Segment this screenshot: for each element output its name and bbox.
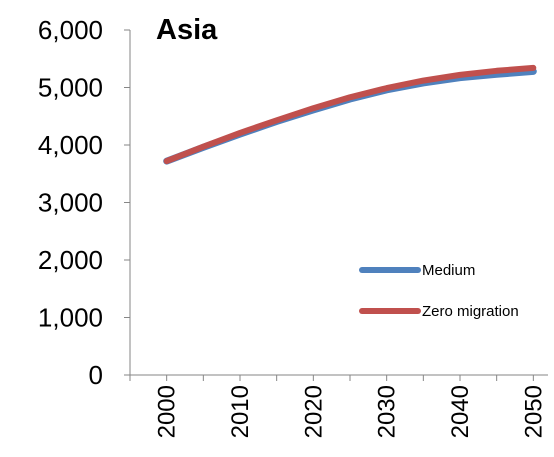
series-lines [163, 64, 537, 165]
y-tick-label: 4,000 [38, 130, 103, 160]
y-tick-label: 0 [89, 360, 103, 390]
x-tick-label: 2050 [520, 385, 547, 438]
y-tick-label: 2,000 [38, 245, 103, 275]
legend: Medium Zero migration [359, 262, 519, 320]
x-tick-label: 2000 [154, 385, 181, 438]
legend-label: Zero migration [422, 303, 519, 320]
series-line-medium [163, 67, 537, 165]
x-tick-label: 2010 [227, 385, 254, 438]
y-tick-label: 3,000 [38, 188, 103, 218]
series-line-zero-migration [163, 64, 537, 165]
x-tick-label: 2030 [374, 385, 401, 438]
x-tick-label: 2020 [300, 385, 327, 438]
y-tick-label: 1,000 [38, 303, 103, 333]
legend-label: Medium [422, 262, 475, 279]
chart-title: Asia [156, 14, 218, 46]
y-tick-label: 6,000 [38, 15, 103, 45]
x-tick-label: 2040 [447, 385, 474, 438]
y-tick-label: 5,000 [38, 73, 103, 103]
axes: 0 1,000 2,000 3,000 4,000 5,000 6,000 2000 2010 2… [38, 15, 548, 438]
